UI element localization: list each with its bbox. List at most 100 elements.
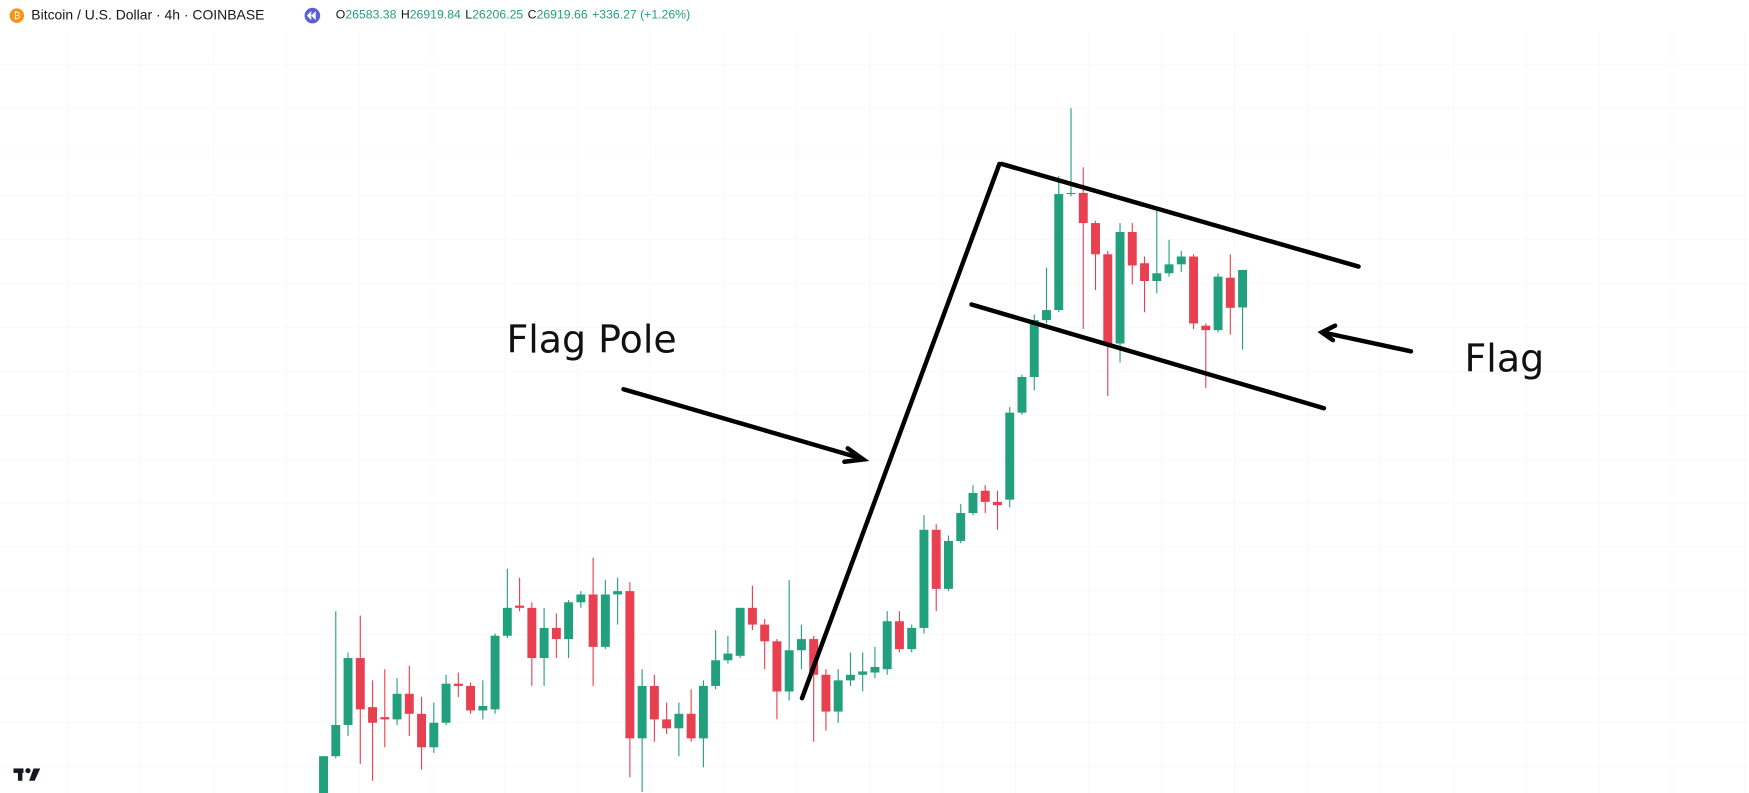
candle-body bbox=[613, 591, 623, 595]
candle-body bbox=[1238, 269, 1248, 308]
candle-body bbox=[466, 685, 476, 711]
candle-body bbox=[380, 717, 390, 720]
grid bbox=[0, 31, 1749, 793]
candle-body bbox=[796, 639, 806, 651]
candle-body bbox=[784, 650, 794, 692]
candle-body bbox=[1054, 194, 1064, 311]
candle-body bbox=[1115, 231, 1125, 344]
candle-body bbox=[478, 706, 488, 711]
change-label: +336.27 (+1.26%) bbox=[592, 8, 690, 22]
candle-body bbox=[674, 713, 684, 729]
symbol-icon-glyph: ₿ bbox=[14, 11, 21, 21]
candle-body bbox=[319, 756, 328, 793]
candle-body bbox=[747, 607, 757, 625]
candle-body bbox=[931, 529, 941, 589]
candle-body bbox=[392, 693, 402, 720]
candle-body bbox=[662, 719, 672, 729]
candle-body bbox=[698, 685, 708, 739]
candle-body bbox=[527, 607, 537, 659]
symbol-icon bbox=[9, 8, 25, 23]
logo bbox=[13, 768, 41, 781]
candle-body bbox=[1164, 264, 1174, 274]
candle-body bbox=[564, 602, 574, 640]
symbol: Bitcoin / U.S. Dollar · 4h · COINBASE bbox=[31, 6, 264, 22]
candle-body bbox=[772, 641, 782, 692]
candle-body bbox=[870, 666, 880, 673]
candle-body bbox=[993, 501, 1002, 506]
candle-body bbox=[821, 674, 831, 712]
candle-body bbox=[686, 713, 696, 739]
annotation: Flag Pole bbox=[506, 317, 676, 361]
candle-body bbox=[1091, 223, 1100, 255]
candle-body bbox=[1176, 256, 1186, 265]
annotation: Flag bbox=[1465, 336, 1545, 380]
drawings bbox=[621, 161, 1414, 701]
candle-body bbox=[919, 529, 929, 628]
candle-body bbox=[894, 621, 904, 650]
candle-body bbox=[858, 671, 868, 675]
candle-body bbox=[968, 492, 978, 514]
pole-line bbox=[799, 161, 1002, 701]
candle-body bbox=[980, 490, 990, 502]
candle-body bbox=[1066, 192, 1076, 195]
flag-arrowhead bbox=[1317, 323, 1338, 343]
candle-body bbox=[343, 658, 353, 725]
candle-body bbox=[944, 540, 953, 589]
ohlc-label: L bbox=[465, 8, 472, 22]
flag-bottom-line bbox=[969, 302, 1327, 411]
candle-body bbox=[551, 627, 561, 640]
ohlc-value: 26206.25 bbox=[472, 8, 523, 22]
candle-body bbox=[600, 594, 610, 647]
ohlc-value: 26583.38 bbox=[345, 8, 396, 22]
pole-arrowhead bbox=[842, 446, 870, 464]
candle-body bbox=[453, 683, 463, 686]
ohlc-label: H bbox=[401, 8, 410, 22]
candle-body bbox=[735, 607, 745, 656]
ohlc-label: O bbox=[336, 8, 346, 22]
candle-body bbox=[1017, 376, 1027, 413]
candle-body bbox=[588, 594, 598, 647]
ohlc-label: C bbox=[528, 8, 537, 22]
candle-body bbox=[417, 713, 427, 748]
candle-body bbox=[331, 724, 341, 757]
candle-body bbox=[1189, 256, 1199, 324]
candle-body bbox=[1140, 263, 1149, 282]
ohlc-legend: O26583.38 H26919.84 L26206.25 C26919.66 +336… bbox=[336, 8, 690, 22]
flag-top-line bbox=[999, 161, 1361, 269]
candle-body bbox=[1152, 273, 1162, 282]
ohlc-value: 26919.66 bbox=[537, 8, 588, 22]
candle-body bbox=[1213, 276, 1223, 331]
ohlc-value: 26919.84 bbox=[410, 8, 461, 22]
candle-body bbox=[429, 722, 439, 748]
candle-body bbox=[649, 685, 659, 720]
candle-body bbox=[956, 513, 966, 541]
candle-body bbox=[833, 680, 843, 712]
candle-body bbox=[723, 653, 733, 661]
candle-body bbox=[760, 624, 770, 642]
candle-body bbox=[1042, 310, 1051, 321]
candles bbox=[319, 108, 1248, 793]
candle-body bbox=[368, 707, 378, 723]
pole-arrow bbox=[621, 387, 864, 461]
candle-body bbox=[882, 621, 892, 670]
candle-body bbox=[625, 591, 635, 739]
candle-body bbox=[845, 674, 855, 681]
candle-body bbox=[1225, 277, 1235, 308]
candle-body bbox=[515, 605, 525, 608]
candle-body bbox=[502, 607, 512, 636]
candle-body bbox=[637, 685, 647, 739]
candle-body bbox=[1103, 254, 1113, 344]
candle-body bbox=[576, 594, 586, 603]
candle-body bbox=[907, 627, 917, 650]
candle-body bbox=[539, 627, 549, 659]
flag-arrow bbox=[1320, 330, 1414, 354]
candle-body bbox=[809, 639, 819, 675]
candle-body bbox=[1078, 192, 1088, 224]
candle-body bbox=[355, 658, 365, 710]
candle-body bbox=[404, 693, 414, 714]
candle-body bbox=[490, 635, 500, 710]
candle-body bbox=[441, 683, 451, 723]
candle-body bbox=[1201, 325, 1211, 331]
candle-body bbox=[1005, 412, 1015, 500]
